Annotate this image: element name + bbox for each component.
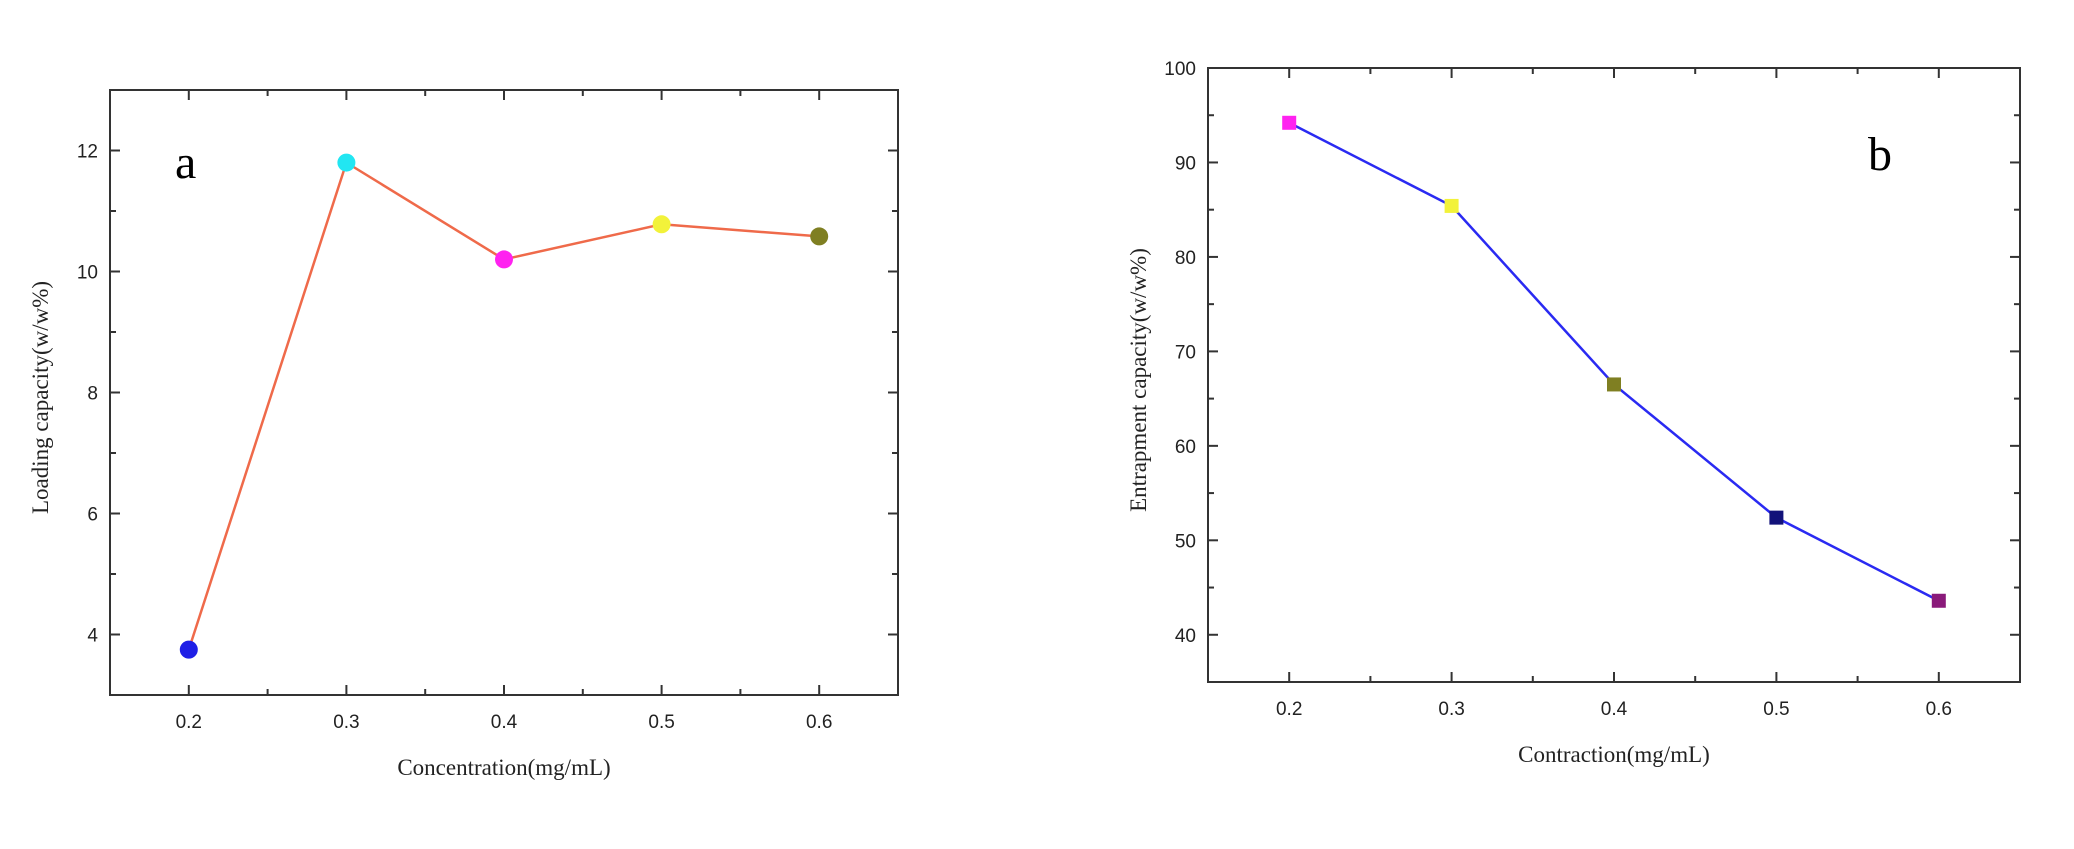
y-tick-label: 4 (87, 626, 98, 647)
y-tick-label: 100 (1164, 59, 1196, 80)
x-axis-ticks-a: 0.2 0.3 0.4 0.5 0.6 (109, 90, 899, 733)
series-b (1282, 115, 1946, 608)
y-axis-ticks-a: 4 6 8 10 12 (77, 89, 898, 696)
y-axis-title-a: Loading capacity(w/w%) (28, 281, 53, 514)
panel-label-a: a (175, 136, 196, 189)
y-tick-label: 80 (1175, 248, 1196, 269)
data-point (1282, 115, 1297, 130)
data-point (810, 227, 829, 246)
x-tick-label: 0.2 (176, 712, 202, 733)
y-tick-label: 50 (1175, 531, 1196, 552)
data-point (495, 250, 513, 269)
y-axis-ticks-b: 40 50 60 70 80 90 100 (1164, 59, 2020, 683)
x-axis-title-a: Concentration(mg/mL) (397, 755, 610, 780)
chart-panel-a: 4 6 8 10 12 0.2 0.3 0.4 0.5 0.6 a Concentration(… (28, 89, 899, 780)
data-point (1444, 198, 1459, 213)
series-line (1288, 121, 1940, 602)
data-point (1607, 377, 1621, 392)
x-tick-label: 0.3 (1438, 699, 1464, 720)
panel-label-b: b (1868, 128, 1892, 181)
chart-panel-b: 40 50 60 70 80 90 100 0.2 0.3 0.4 0.5 0.6 b Contra… (1126, 59, 2021, 767)
y-tick-label: 8 (87, 384, 98, 405)
series-line (187, 160, 820, 651)
y-tick-label: 90 (1175, 153, 1196, 174)
y-tick-label: 6 (87, 505, 98, 526)
x-tick-label: 0.5 (1763, 699, 1789, 720)
y-tick-label: 12 (77, 142, 98, 163)
y-tick-label: 40 (1175, 626, 1196, 647)
data-point (179, 640, 198, 659)
x-tick-label: 0.4 (491, 712, 518, 733)
x-axis-ticks-b: 0.2 0.3 0.4 0.5 0.6 (1207, 68, 2021, 720)
x-tick-label: 0.5 (648, 712, 674, 733)
y-tick-label: 10 (77, 263, 98, 284)
y-tick-label: 60 (1175, 437, 1196, 458)
plot-frame-b (1207, 67, 2021, 683)
data-point (1931, 593, 1946, 608)
plot-frame-a (109, 89, 899, 696)
y-tick-label: 70 (1175, 342, 1196, 363)
x-tick-label: 0.6 (1926, 699, 1952, 720)
x-tick-label: 0.6 (806, 712, 832, 733)
x-tick-label: 0.3 (333, 712, 359, 733)
data-point (337, 153, 356, 172)
data-point (652, 215, 671, 234)
x-axis-title-b: Contraction(mg/mL) (1518, 742, 1710, 767)
x-tick-label: 0.2 (1276, 699, 1302, 720)
series-a (179, 153, 829, 659)
y-axis-title-b: Entrapment capacity(w/w%) (1126, 248, 1151, 512)
x-tick-label: 0.4 (1601, 699, 1628, 720)
data-point (1769, 510, 1784, 525)
